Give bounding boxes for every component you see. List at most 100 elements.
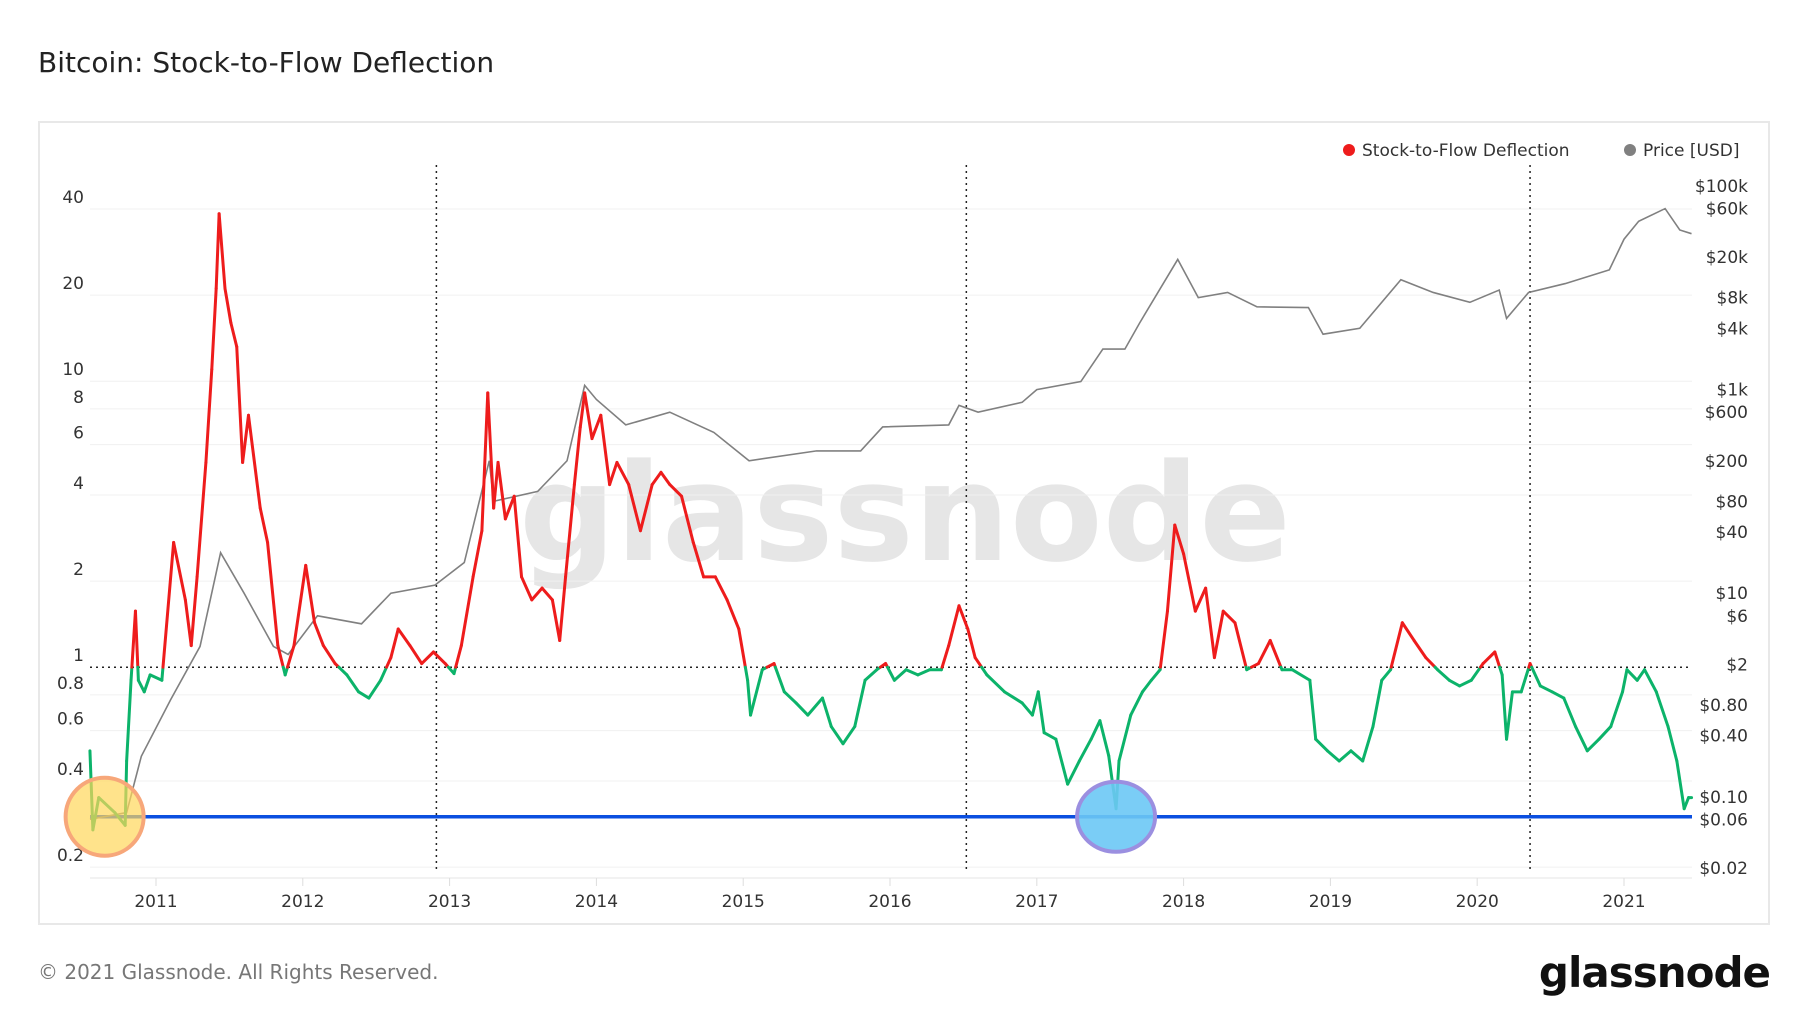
s2f-segment [1635,668,1647,682]
s2f-segment [1054,737,1070,786]
s2f-segment [1585,737,1601,753]
s2f-segment [668,483,684,498]
s2f-segment [1469,665,1482,682]
s2f-segment [713,575,729,602]
s2f-segment [136,678,146,694]
s2f-segment [1098,719,1111,758]
s2f-segment [408,644,424,666]
s2f-segment [530,586,544,602]
s2f-segment [125,678,133,763]
s2f-segment [1562,696,1578,729]
y-right-tick-label: $1k [1717,381,1749,401]
s2f-segment [1314,737,1329,753]
s2f-segment [794,701,810,717]
s2f-segment [947,604,961,648]
s2f-segment [691,540,706,579]
s2f-segment [1149,668,1162,682]
s2f-segment [572,425,582,487]
s2f-segment [420,650,435,666]
s2f-segment [904,668,920,677]
s2f-segment [1361,725,1375,763]
y-left-tick-label: 10 [62,360,84,380]
watermark: glassnode [519,435,1291,592]
s2f-segment [337,665,349,677]
s2f-segment [431,650,447,666]
s2f-segment [1290,668,1312,682]
s2f-segment [520,575,534,602]
s2f-segment [133,609,140,669]
s2f-segment [459,575,475,648]
y-left-tick-label: 40 [62,188,84,208]
y-right-tick-label: $2 [1726,655,1748,675]
x-tick-label: 2012 [281,892,324,912]
y-right-tick-label: $4k [1717,319,1749,339]
s2f-segment [142,673,152,694]
s2f-segment [285,644,296,669]
s2f-segment [379,665,389,682]
s2f-segment [725,598,741,631]
legend-dot-s2f [1343,144,1355,156]
s2f-segment [258,506,270,544]
s2f-segment [1447,678,1462,688]
s2f-segment [1625,668,1639,682]
s2f-segment [1530,665,1542,688]
s2f-segment [1042,731,1058,741]
s2f-segment [1337,749,1353,763]
s2f-segment [1020,701,1034,717]
x-tick-label: 2017 [1015,892,1058,912]
legend-label-s2f: Stock-to-Flow Deflection [1362,141,1570,161]
s2f-segment [1458,678,1473,688]
s2f-segment [615,460,631,487]
s2f-segment [160,665,165,682]
s2f-segment [1505,690,1514,741]
s2f-segment [1129,690,1144,717]
s2f-segment [590,413,603,441]
s2f-segment [1158,609,1169,669]
s2f-segment [829,725,845,746]
s2f-segment [1609,690,1625,729]
s2f-segment [659,470,672,487]
y-left-tick-label: 20 [62,274,84,294]
y-right-tick-label: $40 [1716,523,1748,543]
y-right-tick-label: $0.02 [1699,859,1748,879]
s2f-segment [892,668,908,682]
y-left-tick-label: 8 [73,388,84,408]
s2f-segment [148,673,164,682]
y-right-tick-label: $10 [1716,584,1748,604]
s2f-segment [161,540,176,669]
s2f-segment [292,563,308,648]
s2f-segment [1173,523,1186,556]
s2f-segment [863,668,879,682]
s2f-segment [1654,690,1670,729]
s2f-segment [241,413,250,464]
s2f-segment [583,391,594,441]
s2f-segment [486,391,496,510]
s2f-segment [806,696,824,717]
s2f-segment [454,644,463,669]
s2f-segment [1643,668,1658,694]
s2f-segment [1371,678,1384,729]
s2f-segment [1666,725,1679,763]
x-tick-label: 2021 [1602,892,1645,912]
y-right-tick-label: $60k [1706,200,1748,220]
y-left-tick-label: 4 [73,474,84,494]
y-left-tick-label: 6 [73,424,84,444]
s2f-segment [217,212,227,290]
s2f-segment [886,665,896,682]
y-right-tick-label: $0.40 [1699,727,1748,747]
s2f-segment [503,494,516,521]
s2f-segment [737,627,747,669]
s2f-segment [1308,678,1318,741]
y-right-tick-label: $600 [1705,403,1748,423]
y-right-tick-label: $0.80 [1699,696,1748,716]
s2f-segment [1574,725,1589,753]
s2f-segment [1256,638,1272,666]
s2f-segment [129,665,134,682]
s2f-segment [1389,621,1404,669]
highlight-circle-start [63,775,146,858]
s2f-segment [1424,656,1437,669]
s2f-segment [1675,759,1686,811]
s2f-segment [1519,665,1531,694]
s2f-segment [1500,673,1509,741]
